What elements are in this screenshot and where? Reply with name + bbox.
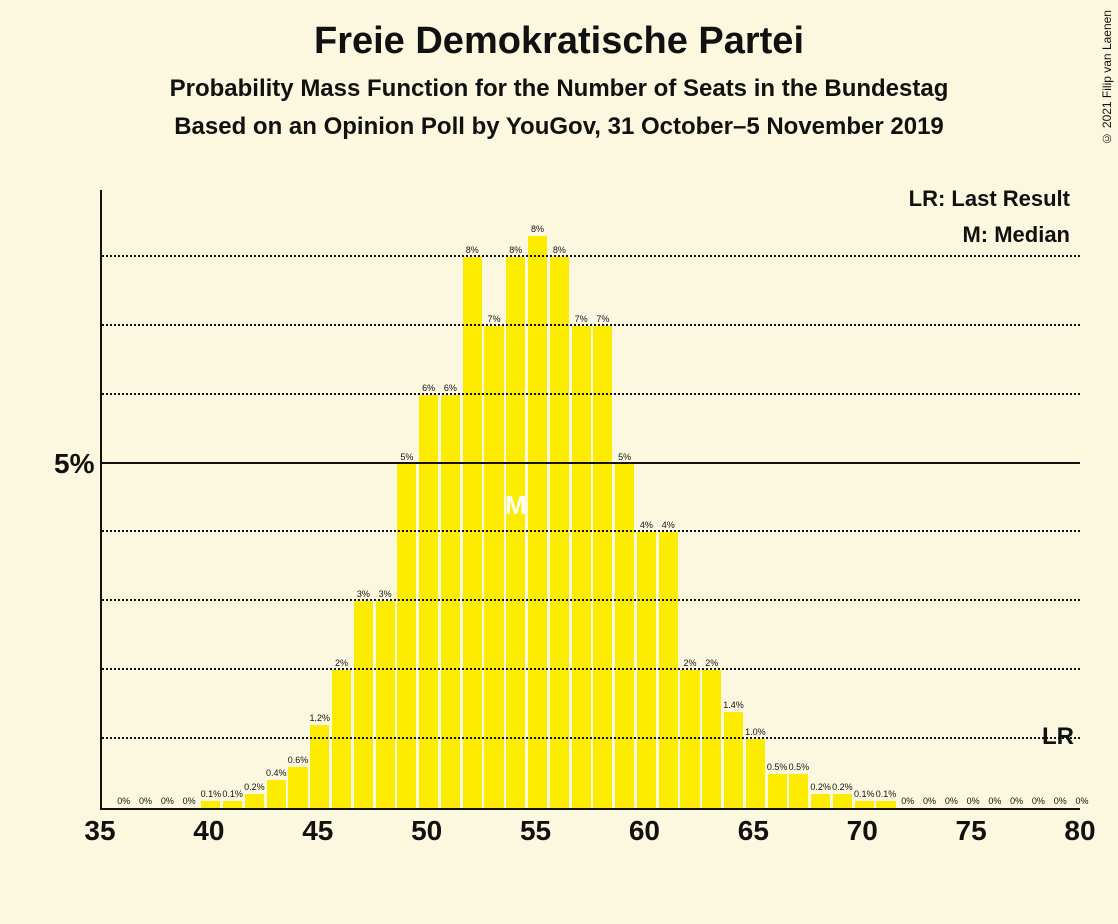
x-tick: 55 <box>520 815 551 847</box>
bar-label: 1.0% <box>743 727 767 737</box>
bar-label: 0.5% <box>765 762 789 772</box>
x-tick: 65 <box>738 815 769 847</box>
x-tick: 60 <box>629 815 660 847</box>
bar-label: 1.4% <box>722 700 746 710</box>
x-tick: 45 <box>302 815 333 847</box>
bar <box>223 801 242 808</box>
bar-label: 0.2% <box>809 782 833 792</box>
x-tick: 35 <box>84 815 115 847</box>
bar <box>593 326 612 808</box>
x-tick: 70 <box>847 815 878 847</box>
bars-container: 0%0%0%0%0.1%0.1%0.2%0.4%0.6%1.2%2%3%3%5%… <box>102 190 1080 808</box>
bar-label: 0.1% <box>199 789 223 799</box>
bar <box>354 601 373 808</box>
bar <box>724 712 743 808</box>
bar <box>746 739 765 808</box>
bar <box>811 794 830 808</box>
bar-label: 0% <box>961 796 985 806</box>
bar-label: 0% <box>1026 796 1050 806</box>
bar-label: 0% <box>1005 796 1029 806</box>
bar-label: 0% <box>155 796 179 806</box>
bar-label: 0% <box>134 796 158 806</box>
bar-label: 1.2% <box>308 713 332 723</box>
bar-label: 7% <box>569 314 593 324</box>
copyright-text: © 2021 Filip van Laenen <box>1100 10 1114 145</box>
bar-label: 0% <box>112 796 136 806</box>
bar <box>833 794 852 808</box>
bar-label: 2% <box>330 658 354 668</box>
bar-label: 8% <box>526 224 550 234</box>
gridline <box>102 324 1080 326</box>
bar-label: 7% <box>482 314 506 324</box>
bar-label: 8% <box>547 245 571 255</box>
bar-label: 3% <box>351 589 375 599</box>
bar <box>484 326 503 808</box>
bar <box>768 774 787 808</box>
bar-label: 0.1% <box>221 789 245 799</box>
bar-label: 6% <box>438 383 462 393</box>
gridline <box>102 668 1080 670</box>
bar-label: 4% <box>656 520 680 530</box>
x-tick: 40 <box>193 815 224 847</box>
bar-label: 7% <box>591 314 615 324</box>
bar-label: 4% <box>634 520 658 530</box>
gridline <box>102 737 1080 739</box>
bar-label: 0.2% <box>830 782 854 792</box>
bar <box>376 601 395 808</box>
bar-label: 0% <box>918 796 942 806</box>
bar-label: 5% <box>613 452 637 462</box>
y-axis-label: 5% <box>54 448 94 480</box>
bar-label: 0% <box>1070 796 1094 806</box>
bar-label: 0% <box>1048 796 1072 806</box>
bar <box>288 767 307 808</box>
x-tick: 80 <box>1064 815 1095 847</box>
bar <box>201 801 220 808</box>
bar <box>855 801 874 808</box>
bar-label: 2% <box>678 658 702 668</box>
chart-title: Freie Demokratische Partei <box>0 20 1118 63</box>
gridline <box>102 255 1080 257</box>
x-tick: 50 <box>411 815 442 847</box>
chart-area: LR: Last Result M: Median 0%0%0%0%0.1%0.… <box>60 180 1080 840</box>
gridline <box>102 393 1080 395</box>
bar-label: 0.1% <box>852 789 876 799</box>
bar-label: 6% <box>417 383 441 393</box>
bar-label: 0.4% <box>264 768 288 778</box>
bar-label: 0.6% <box>286 755 310 765</box>
lr-marker: LR <box>1042 723 1074 751</box>
chart-subtitle-2: Based on an Opinion Poll by YouGov, 31 O… <box>0 113 1118 141</box>
bar <box>789 774 808 808</box>
bar-label: 0% <box>939 796 963 806</box>
bar-label: 0% <box>177 796 201 806</box>
bar <box>615 464 634 808</box>
median-marker: M <box>502 490 530 521</box>
plot-area: LR: Last Result M: Median 0%0%0%0%0.1%0.… <box>100 190 1080 810</box>
bar-label: 3% <box>373 589 397 599</box>
title-block: Freie Demokratische Partei Probability M… <box>0 0 1118 141</box>
bar-label: 0.5% <box>787 762 811 772</box>
gridline-major <box>102 462 1080 464</box>
bar <box>397 464 416 808</box>
gridline <box>102 530 1080 532</box>
bar-label: 0.2% <box>242 782 266 792</box>
chart-subtitle-1: Probability Mass Function for the Number… <box>0 75 1118 103</box>
bar-label: 8% <box>504 245 528 255</box>
bar-label: 0.1% <box>874 789 898 799</box>
bar <box>528 236 547 808</box>
gridline <box>102 599 1080 601</box>
bar-label: 0% <box>896 796 920 806</box>
bar <box>267 780 286 808</box>
bar <box>245 794 264 808</box>
bar <box>876 801 895 808</box>
bar-label: 2% <box>700 658 724 668</box>
x-tick: 75 <box>956 815 987 847</box>
bar-label: 0% <box>983 796 1007 806</box>
bar-label: 8% <box>460 245 484 255</box>
bar <box>572 326 591 808</box>
bar-label: 5% <box>395 452 419 462</box>
